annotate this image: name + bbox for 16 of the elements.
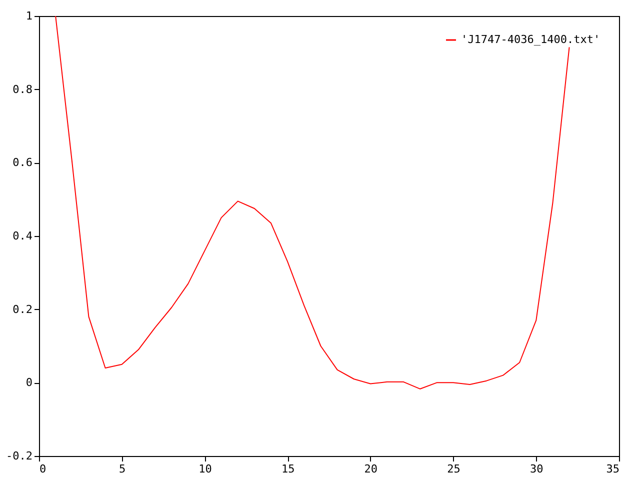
y-tick-label: -0.2 — [6, 450, 32, 462]
x-tick-label: 30 — [530, 462, 544, 476]
y-tick-label: 0.6 — [12, 156, 32, 170]
x-tick-label: 5 — [119, 462, 126, 476]
y-tick-label: 1 — [26, 10, 32, 22]
legend-label: 'J1747-4036_1400.txt' — [461, 33, 600, 46]
x-tick-label: 25 — [447, 462, 460, 476]
x-tick-label: 0 — [40, 462, 46, 476]
y-tick-label: 0.2 — [12, 302, 32, 316]
y-tick-label: 0.4 — [12, 230, 33, 242]
x-tick-label: 15 — [281, 462, 295, 476]
x-tick-label: 35 — [606, 462, 620, 476]
y-tick-label: 0 — [26, 376, 32, 390]
x-tick-label: 20 — [364, 462, 378, 476]
x-tick-label: 10 — [198, 462, 212, 476]
y-tick-label: 0.8 — [12, 82, 32, 96]
